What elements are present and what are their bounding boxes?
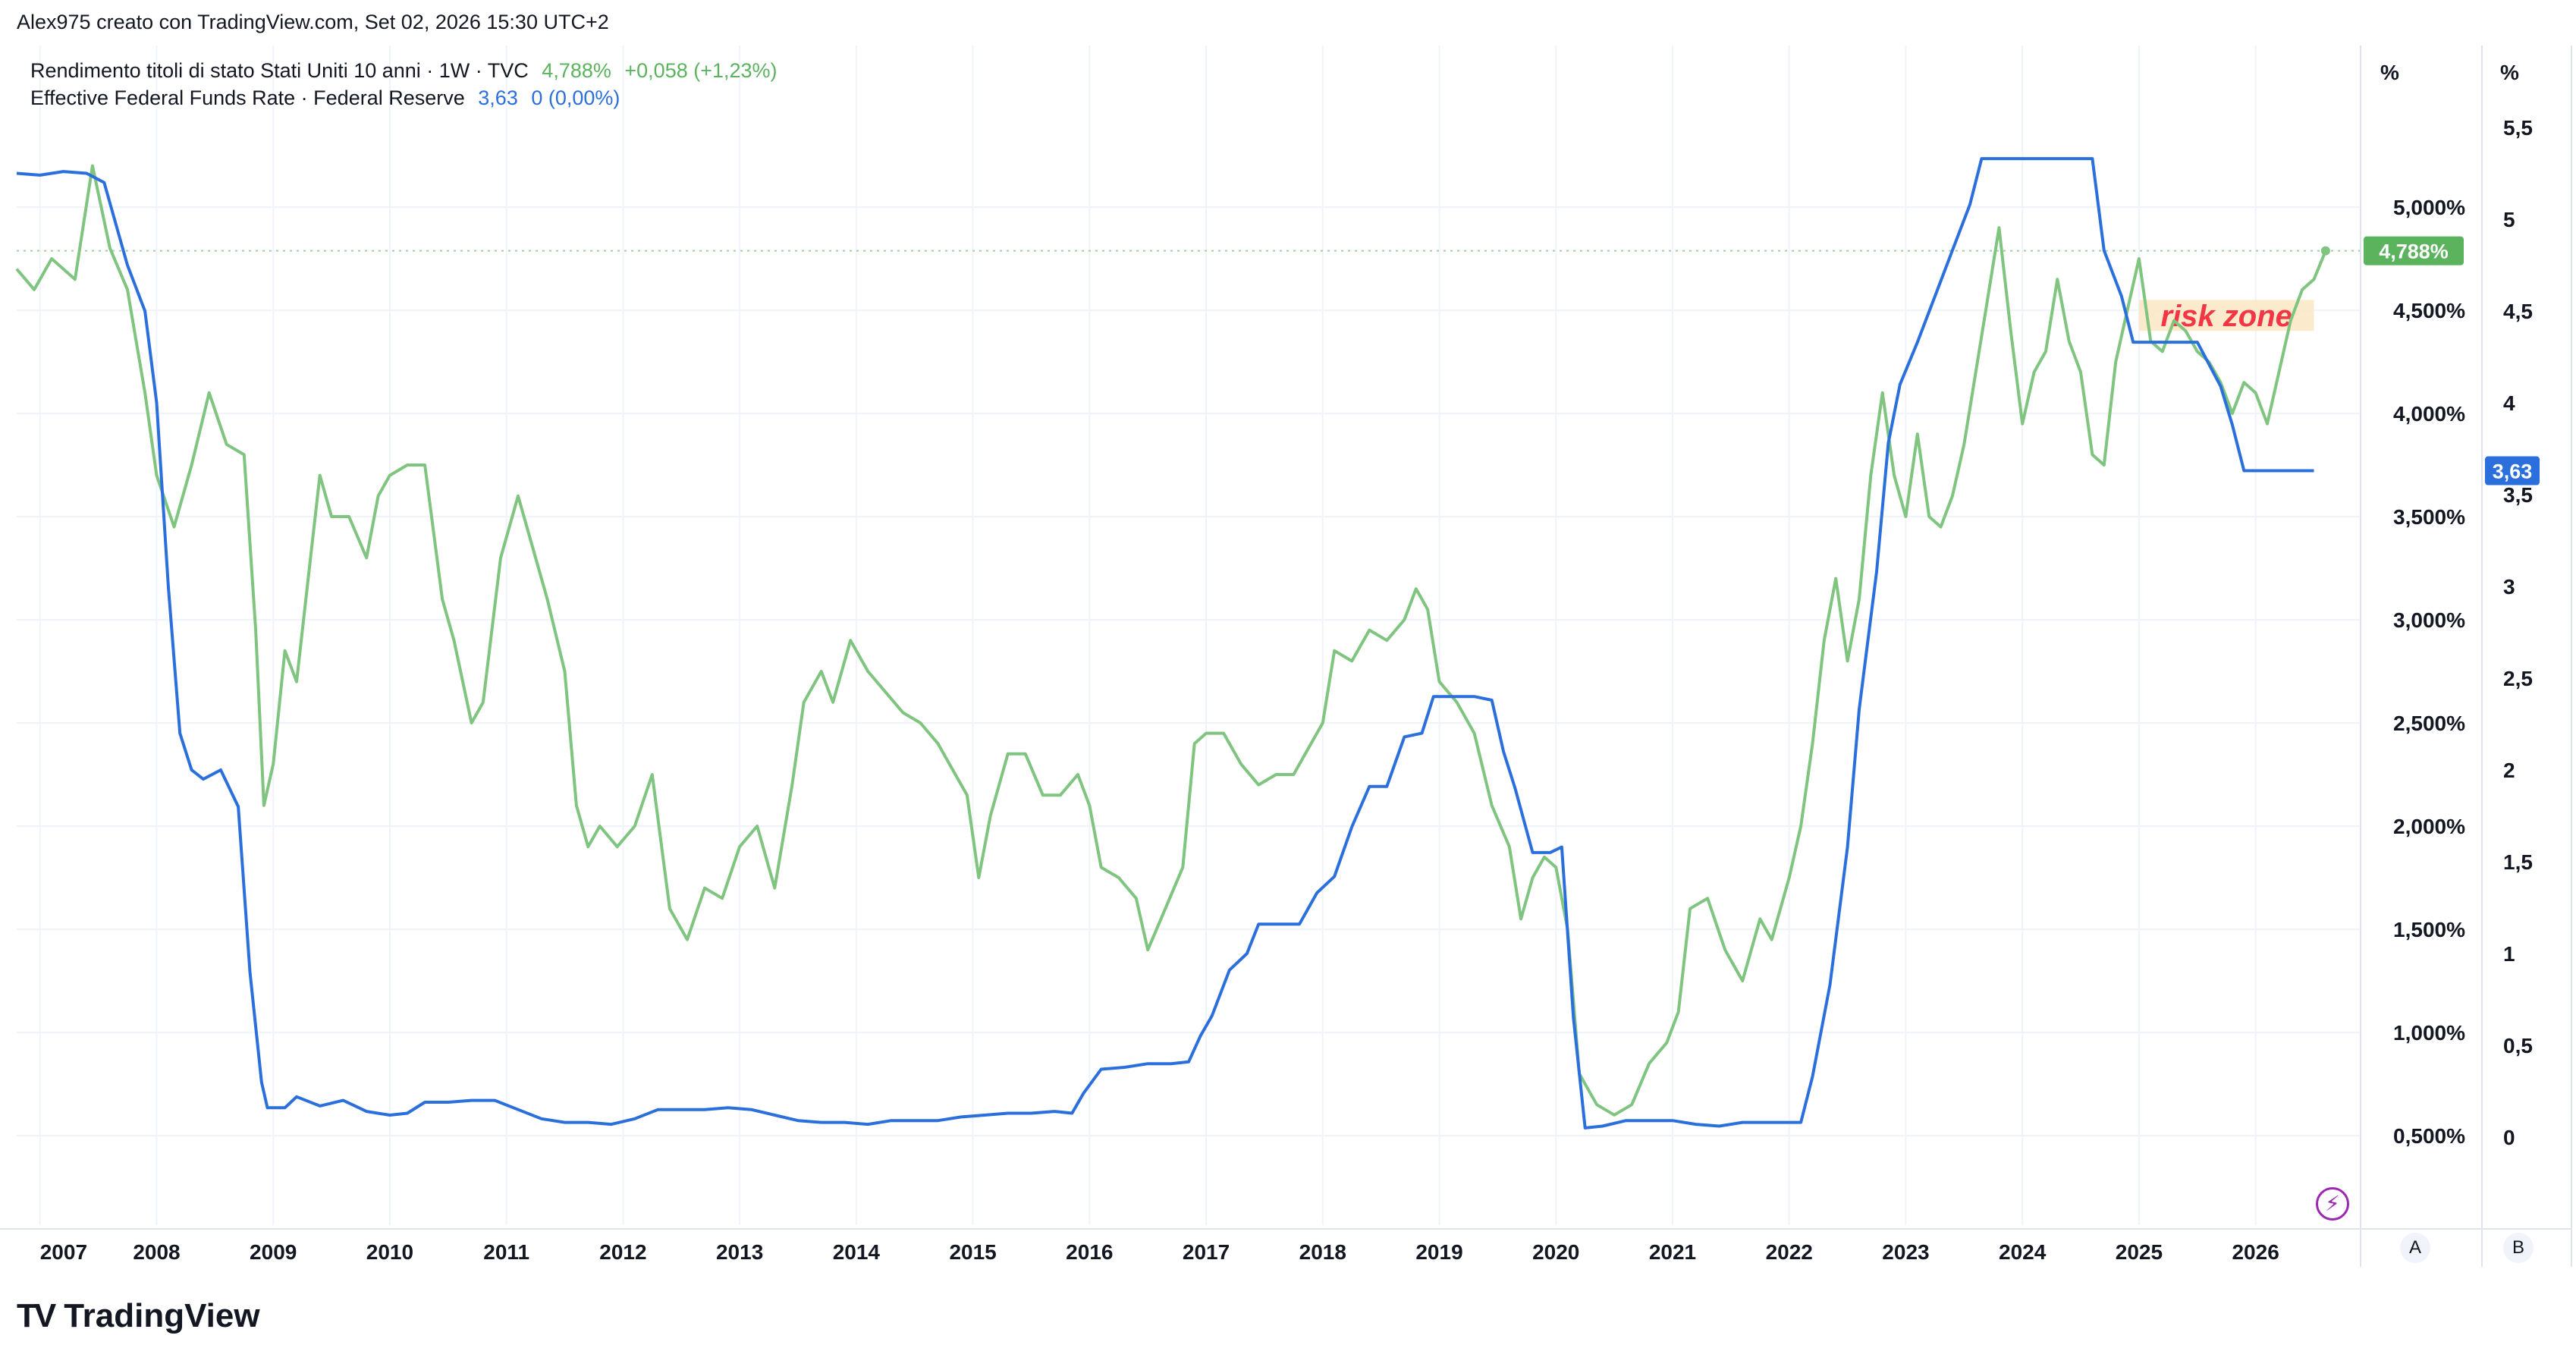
y-left-tick-label: 2,500% [2393,712,2465,735]
x-tick-label: 2013 [716,1240,763,1264]
y-right-tick-label: 5 [2503,208,2515,231]
y-left-tick-label: 2,000% [2393,815,2465,838]
y-left-tick-label: 5,000% [2393,196,2465,219]
y-left-tick-label: 4,500% [2393,299,2465,322]
x-tick-label: 2021 [1649,1240,1696,1264]
x-tick-label: 2024 [1999,1240,2047,1264]
chart-grid [17,46,2361,1225]
x-tick-label: 2020 [1532,1240,1579,1264]
legend-series-2[interactable]: Effective Federal Funds Rate · Federal R… [30,86,627,110]
header-credit: Alex975 creato con TradingView.com, Set … [17,11,609,33]
x-tick-label: 2019 [1415,1240,1462,1264]
x-tick-label: 2025 [2116,1240,2163,1264]
risk-zone-annotation[interactable]: risk zone [2138,300,2314,333]
series-1-last-badge [2364,236,2464,266]
y-right-tick-label: 2 [2503,759,2515,782]
last-value-badges: 4,788% 3,63 [2364,236,2540,485]
y-right-tick-label: 2,5 [2503,667,2533,690]
series-2-last-badge [2485,456,2540,485]
chart-axes: 2007 2008 2009 2010 2011 2012 2013 2014 2015 2016… [0,46,2572,1267]
y-right-tick-label: 1 [2503,942,2515,966]
x-tick-label: 2016 [1066,1240,1113,1264]
y-right-tick-label: 4 [2503,391,2515,415]
x-tick-label: 2022 [1766,1240,1813,1264]
x-tick-label: 2008 [133,1240,180,1264]
series-line-10y-yield [15,164,2327,1117]
y-right-tick-label: 1,5 [2503,850,2533,874]
x-tick-label: 2018 [1299,1240,1346,1264]
right-scale-unit: % [2500,61,2519,84]
risk-zone-box [2138,300,2314,332]
series-line-fed-funds [16,157,2314,1130]
left-scale-unit: % [2380,61,2399,84]
y-right-tick-label: 4,5 [2503,300,2533,323]
y-right-tick-label: 0,5 [2503,1034,2533,1057]
y-left-tick-label: 1,000% [2393,1021,2465,1045]
legend-series-1[interactable]: Rendimento titoli di stato Stati Uniti 1… [30,59,785,83]
x-tick-label: 2009 [250,1240,297,1264]
brand-name: TradingView [64,1297,260,1334]
x-tick-label: 2010 [366,1240,413,1264]
x-tick-label: 2007 [40,1240,87,1264]
y-left-tick-label: 3,500% [2393,505,2465,529]
legend-series-2-name: Effective Federal Funds Rate · Federal R… [30,86,465,109]
legend-series-1-name: Rendimento titoli di stato Stati Uniti 1… [30,59,529,82]
x-tick-label: 2011 [483,1240,529,1264]
y-right-tick-label: 3 [2503,575,2515,599]
tradingview-brand[interactable]: TV TradingView [17,1297,260,1335]
y-right-tick-label: 3,5 [2503,483,2533,507]
legend-series-2-change: 0 (0,00%) [531,86,620,109]
y-left-tick-label: 4,000% [2393,402,2465,426]
scale-b-button[interactable]: B [2503,1233,2534,1263]
x-tick-label: 2023 [1882,1240,1929,1264]
series-2-last-badge-label: 3,63 [2493,460,2533,483]
x-tick-label: 2017 [1183,1240,1230,1264]
x-tick-label: 2014 [833,1240,881,1264]
series-lines [15,157,2330,1130]
series-1-last-badge-label: 4,788% [2379,240,2449,263]
series-1-last-point [2320,246,2330,256]
scale-a-button[interactable]: A [2400,1233,2430,1263]
legend-series-1-change: +0,058 (+1,23%) [624,59,778,82]
y-left-tick-label: 3,000% [2393,608,2465,632]
x-tick-label: 2012 [599,1240,646,1264]
y-left-tick-label: 0,500% [2393,1124,2465,1148]
x-tick-label: 2015 [949,1240,996,1264]
y-right-tick-label: 0 [2503,1126,2515,1149]
legend-series-2-last: 3,63 [478,86,518,109]
lightning-icon[interactable]: ⚡ [2316,1187,2349,1221]
legend-series-1-last: 4,788% [542,59,611,82]
y-left-tick-label: 1,500% [2393,918,2465,941]
tradingview-logo-icon: TV [17,1297,56,1334]
y-right-tick-label: 5,5 [2503,116,2533,140]
x-tick-label: 2026 [2232,1240,2279,1264]
